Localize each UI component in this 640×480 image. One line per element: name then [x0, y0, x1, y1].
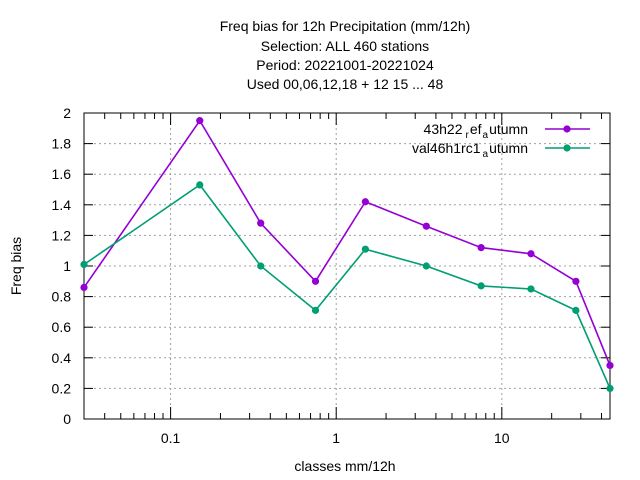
data-point	[572, 277, 580, 285]
legend-label-2: val46h1rc1 autumn	[412, 140, 528, 160]
title-line-3: Period: 20221001-20221024	[256, 57, 434, 73]
y-tick-label: 2	[63, 105, 71, 121]
title-line-1: Freq bias for 12h Precipitation (mm/12h)	[220, 18, 471, 34]
legend: 43h22 refautumn val46h1rc1 autumn	[412, 121, 590, 160]
title-line-4: Used 00,06,12,18 + 12 15 ... 48	[247, 76, 444, 92]
data-point	[361, 245, 369, 253]
legend-label-1: 43h22 refautumn	[424, 121, 528, 141]
legend-marker-1	[563, 125, 571, 133]
x-tick-label: 0.1	[161, 430, 181, 446]
data-point	[257, 219, 265, 227]
data-point	[80, 260, 88, 269]
y-tick-label: 1	[63, 258, 71, 274]
series-line-1	[83, 119, 611, 366]
data-point	[311, 306, 320, 314]
data-point	[572, 306, 580, 314]
title-line-2: Selection: ALL 460 stations	[261, 38, 429, 54]
data-point	[606, 361, 614, 370]
data-point	[477, 244, 485, 252]
data-point	[361, 198, 369, 206]
grid	[84, 113, 610, 419]
data-point	[196, 181, 204, 189]
data-point	[422, 222, 430, 230]
chart-title: Freq bias for 12h Precipitation (mm/12h)…	[220, 18, 471, 92]
data-point	[80, 283, 88, 292]
plot-frame	[83, 112, 611, 420]
x-tick-label: 1	[332, 430, 340, 446]
y-tick-label: 1.6	[52, 166, 72, 182]
series-line-2	[83, 183, 611, 389]
y-axis-label: Freq bias	[8, 237, 24, 295]
axes: 0 0.2 0.4 0.6 0.8 1 1.2 1.4 1.6 1.8 2 0.1 1 10	[52, 105, 611, 446]
data-point	[196, 117, 204, 125]
data-point	[606, 384, 614, 392]
series-layer	[80, 117, 614, 392]
y-tick-label: 1.8	[52, 136, 72, 152]
data-point	[477, 282, 485, 290]
y-tick-label: 1.4	[52, 197, 72, 213]
legend-marker-2	[563, 144, 571, 152]
data-point	[311, 277, 320, 285]
data-point	[527, 250, 535, 258]
y-tick-label: 1.2	[52, 227, 72, 243]
y-tick-label: 0.8	[52, 289, 72, 305]
x-axis-label: classes mm/12h	[294, 458, 395, 474]
y-tick-label: 0.4	[52, 350, 72, 366]
y-tick-label: 0.6	[52, 319, 72, 335]
data-point	[527, 285, 535, 293]
data-point	[422, 262, 430, 270]
x-tick-label: 10	[494, 430, 510, 446]
y-tick-label: 0.2	[52, 380, 72, 396]
data-point	[257, 262, 265, 270]
y-tick-label: 0	[63, 411, 71, 427]
